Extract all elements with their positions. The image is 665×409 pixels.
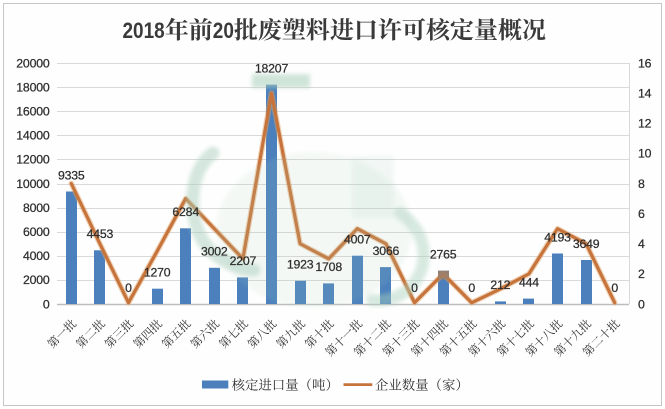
svg-text:3066: 3066 <box>373 244 400 258</box>
svg-text:10: 10 <box>638 147 652 161</box>
svg-text:8000: 8000 <box>23 201 50 215</box>
svg-text:2: 2 <box>638 267 645 281</box>
svg-text:1270: 1270 <box>144 266 171 280</box>
svg-text:16000: 16000 <box>16 105 50 119</box>
svg-text:3002: 3002 <box>201 245 228 259</box>
svg-text:20: 20 <box>213 18 234 43</box>
svg-text:3649: 3649 <box>573 237 600 251</box>
svg-text:444: 444 <box>519 275 539 289</box>
svg-text:0: 0 <box>468 281 475 295</box>
svg-text:18000: 18000 <box>16 80 50 94</box>
svg-text:6284: 6284 <box>172 205 199 219</box>
svg-text:0: 0 <box>411 281 418 295</box>
svg-text:6: 6 <box>638 207 645 221</box>
svg-text:16: 16 <box>638 56 652 70</box>
svg-text:6000: 6000 <box>23 225 50 239</box>
svg-text:4007: 4007 <box>344 233 371 247</box>
svg-text:0: 0 <box>638 297 645 311</box>
svg-text:212: 212 <box>490 278 510 292</box>
svg-text:2018: 2018 <box>123 18 165 43</box>
svg-text:9335: 9335 <box>58 168 85 182</box>
svg-text:10000: 10000 <box>16 177 50 191</box>
svg-text:20000: 20000 <box>16 56 50 70</box>
svg-text:2000: 2000 <box>23 273 50 287</box>
svg-text:4193: 4193 <box>544 230 571 244</box>
svg-text:0: 0 <box>43 297 50 311</box>
svg-text:4453: 4453 <box>87 227 114 241</box>
svg-text:4000: 4000 <box>23 249 50 263</box>
svg-text:0: 0 <box>125 281 132 295</box>
svg-text:0: 0 <box>611 281 618 295</box>
svg-text:18207: 18207 <box>255 61 289 75</box>
svg-text:12000: 12000 <box>16 153 50 167</box>
svg-text:2765: 2765 <box>430 248 457 262</box>
svg-text:8: 8 <box>638 177 645 191</box>
svg-text:2207: 2207 <box>230 254 257 268</box>
svg-text:14: 14 <box>638 86 652 100</box>
svg-text:12: 12 <box>638 117 652 131</box>
svg-text:14000: 14000 <box>16 129 50 143</box>
svg-text:4: 4 <box>638 237 645 251</box>
svg-text:1708: 1708 <box>315 260 342 274</box>
svg-text:1923: 1923 <box>287 258 314 272</box>
